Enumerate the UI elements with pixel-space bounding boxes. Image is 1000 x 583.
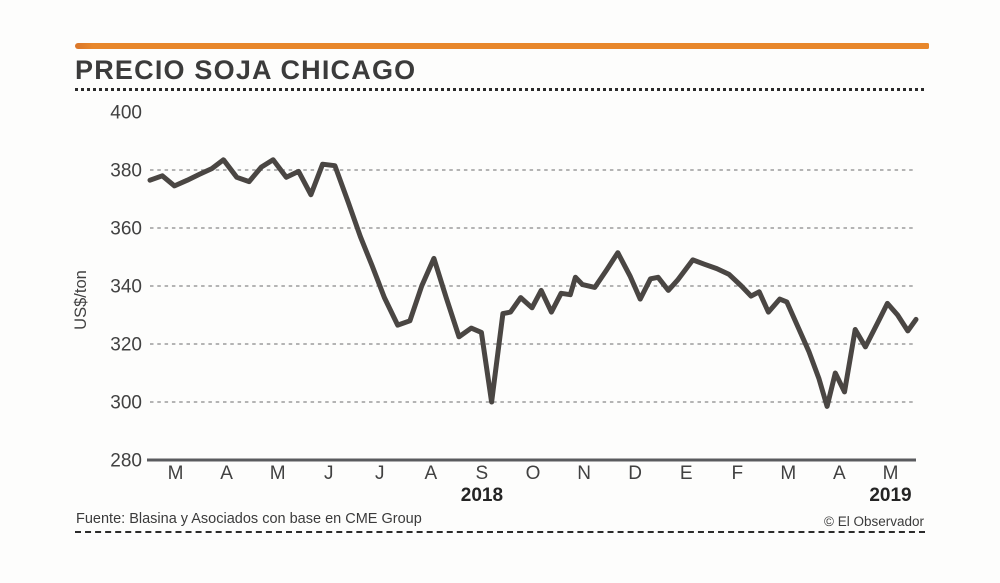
x-tick-month-2: M — [270, 463, 286, 484]
x-tick-month-5: A — [425, 463, 438, 484]
x-tick-month-8: N — [577, 463, 591, 484]
y-tick-360: 360 — [110, 219, 142, 240]
year-label-2019: 2019 — [869, 485, 911, 506]
x-tick-month-14: M — [883, 463, 899, 484]
x-tick-month-11: F — [731, 463, 743, 484]
y-tick-340: 340 — [110, 277, 142, 298]
x-tick-month-12: M — [780, 463, 796, 484]
x-tick-month-3: J — [324, 463, 334, 484]
y-axis-label: US$/ton — [72, 270, 90, 330]
x-tick-month-13: A — [833, 463, 846, 484]
publisher-credit: © El Observador — [824, 514, 924, 529]
year-label-2018: 2018 — [461, 485, 503, 506]
title-dotted-separator — [75, 88, 924, 91]
x-tick-month-4: J — [375, 463, 385, 484]
y-tick-380: 380 — [110, 161, 142, 182]
x-tick-month-0: M — [168, 463, 184, 484]
x-tick-month-9: D — [628, 463, 642, 484]
source-note: Fuente: Blasina y Asociados con base en … — [76, 511, 422, 527]
price-line-series — [147, 157, 919, 409]
y-tick-400: 400 — [110, 103, 142, 124]
y-tick-280: 280 — [110, 451, 142, 472]
x-tick-month-1: A — [220, 463, 233, 484]
x-tick-month-7: O — [526, 463, 541, 484]
footer-dashed-separator — [75, 531, 925, 533]
y-tick-300: 300 — [110, 393, 142, 414]
accent-bar — [75, 43, 929, 49]
x-tick-month-10: E — [680, 463, 693, 484]
page-title: PRECIO SOJA CHICAGO — [75, 55, 417, 85]
x-tick-month-6: S — [476, 463, 489, 484]
y-tick-320: 320 — [110, 335, 142, 356]
